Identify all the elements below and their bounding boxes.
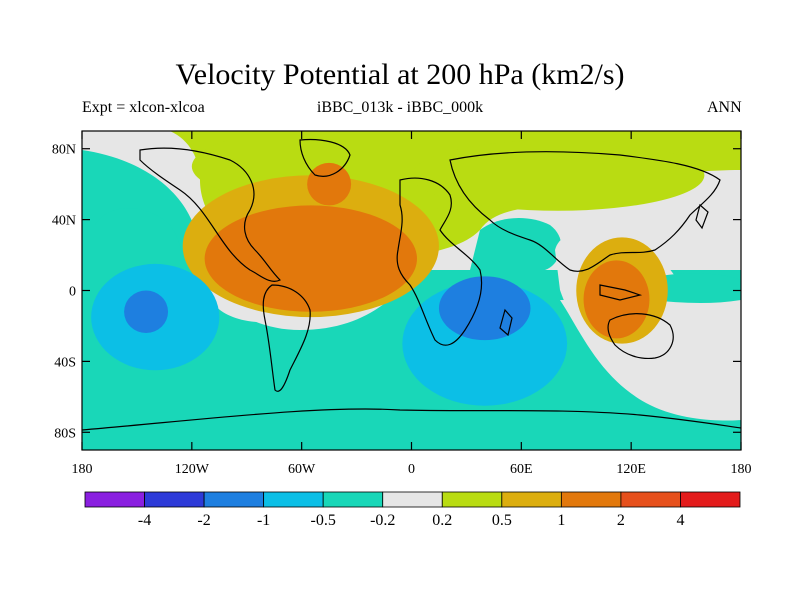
colorbar-label: 2	[617, 512, 625, 529]
japan-coast	[695, 203, 709, 230]
map-field	[82, 131, 741, 450]
greenland-coast	[299, 138, 351, 177]
map-title: Velocity Potential at 200 hPa (km2/s)	[175, 58, 625, 91]
longitude-ticks: 180 120W 60W 0 60E 120E 180	[72, 131, 752, 477]
colorbar-box-neg1	[203, 491, 265, 508]
colorbar-label: 0.2	[432, 512, 452, 529]
colorbar-label: 4	[676, 512, 684, 529]
madagascar-coast	[499, 308, 513, 337]
colorbar: -4 -2 -1 -0.5 -0.2 0.2 0.5 1 2 4	[84, 491, 741, 529]
contour-regions	[91, 131, 705, 406]
colorbar-label: 1	[557, 512, 565, 529]
lon-tick-label: 60E	[510, 462, 533, 477]
colorbar-box-pos05	[501, 491, 562, 508]
antarctica-coast	[82, 408, 741, 431]
region-east-pacific-negative-core	[124, 290, 169, 334]
region-greenland-positive	[307, 162, 352, 206]
region-asia-positive	[411, 139, 705, 211]
region-atlantic-positive-core	[204, 205, 417, 312]
region-africa-negative-core	[438, 276, 531, 341]
colorbar-label: -0.5	[311, 512, 336, 529]
lon-tick-label: 180	[72, 462, 93, 477]
lon-tick-label: 120E	[616, 462, 646, 477]
colorbar-box-neg02	[322, 491, 384, 508]
colorbar-label: -4	[138, 512, 151, 529]
colorbar-box-neg4	[84, 491, 145, 508]
latitude-ticks: 80N 40N 0 40S 80S	[52, 143, 741, 441]
colorbar-box-pos02	[441, 491, 503, 508]
southern-teal-band	[82, 300, 741, 450]
experiment-label: Expt = xlcon-xlcoa	[82, 99, 205, 116]
lat-tick-label: 80N	[52, 143, 76, 158]
europe-africa-coast	[396, 177, 483, 346]
coastlines	[82, 138, 741, 431]
north-america-coast	[139, 147, 282, 282]
lon-tick-label: 180	[731, 462, 752, 477]
colorbar-box-pos4	[680, 491, 741, 508]
colorbar-box-pos1	[560, 491, 622, 508]
colorbar-label: -0.2	[370, 512, 395, 529]
colorbar-box-zero	[382, 491, 443, 508]
lat-tick-label: 80S	[54, 426, 76, 441]
colorbar-label: 0.5	[492, 512, 512, 529]
lat-tick-label: 40S	[54, 355, 76, 370]
lat-tick-label: 40N	[52, 214, 76, 229]
asia-coast	[449, 151, 721, 272]
australia-coast	[607, 313, 674, 360]
season-label: ANN	[707, 99, 742, 116]
lon-tick-label: 0	[408, 462, 415, 477]
difference-label: iBBC_013k - iBBC_000k	[316, 99, 484, 116]
lat-tick-label: 0	[69, 285, 76, 300]
colorbar-box-neg2	[144, 491, 205, 508]
colorbar-box-pos2	[620, 491, 681, 508]
south-america-coast	[262, 284, 311, 392]
indian-ocean-teal-band	[470, 218, 562, 270]
colorbar-box-neg05	[263, 491, 324, 508]
indonesia-coast	[599, 284, 643, 301]
lon-tick-label: 120W	[175, 462, 210, 477]
colorbar-label: -2	[197, 512, 210, 529]
colorbar-label: -1	[257, 512, 270, 529]
lon-tick-label: 60W	[288, 462, 316, 477]
